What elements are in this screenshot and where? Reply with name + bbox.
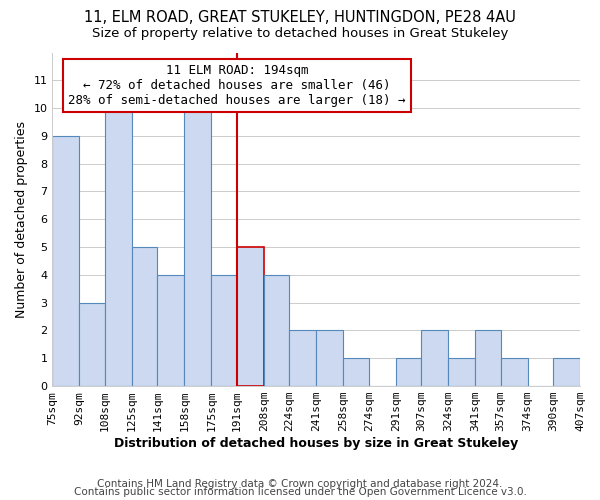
Text: Size of property relative to detached houses in Great Stukeley: Size of property relative to detached ho… [92,28,508,40]
Bar [500,358,527,386]
Bar [553,358,580,386]
Bar [211,275,237,386]
Bar [343,358,368,386]
Y-axis label: Number of detached properties: Number of detached properties [15,121,28,318]
Bar [105,108,132,386]
Bar [316,330,343,386]
Bar [289,330,316,386]
Bar [157,275,184,386]
Bar [475,330,500,386]
Text: Contains public sector information licensed under the Open Government Licence v3: Contains public sector information licen… [74,487,526,497]
Text: Contains HM Land Registry data © Crown copyright and database right 2024.: Contains HM Land Registry data © Crown c… [97,479,503,489]
Text: 11 ELM ROAD: 194sqm
← 72% of detached houses are smaller (46)
28% of semi-detach: 11 ELM ROAD: 194sqm ← 72% of detached ho… [68,64,406,106]
X-axis label: Distribution of detached houses by size in Great Stukeley: Distribution of detached houses by size … [114,437,518,450]
Bar [79,302,105,386]
Bar [132,247,157,386]
Bar [421,330,448,386]
Bar [52,136,79,386]
Bar [395,358,421,386]
Bar [237,247,264,386]
Text: 11, ELM ROAD, GREAT STUKELEY, HUNTINGDON, PE28 4AU: 11, ELM ROAD, GREAT STUKELEY, HUNTINGDON… [84,10,516,25]
Bar [448,358,475,386]
Bar [184,108,211,386]
Bar [264,275,289,386]
